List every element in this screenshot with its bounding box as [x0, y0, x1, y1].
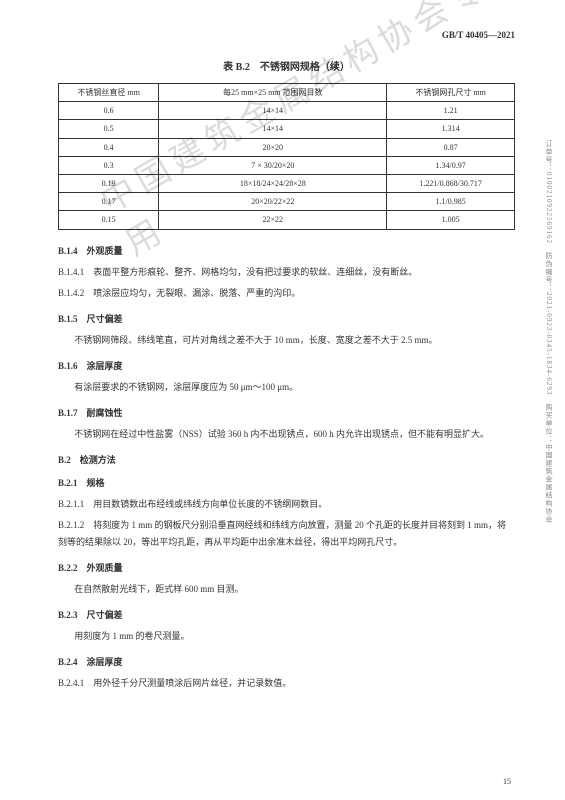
section-heading: B.2.2 外观质量: [58, 561, 515, 574]
table-cell: 14×14: [159, 102, 387, 120]
spec-table: 不锈钢丝直径 mm 每25 mm×25 mm 范围网目数 不锈钢网孔尺寸 mm …: [58, 83, 515, 230]
clause-num: B.2.1.1: [58, 499, 84, 509]
section-heading: B.1.5 尺寸偏差: [58, 312, 515, 325]
paragraph: 用刻度为 1 mm 的卷尺测量。: [58, 628, 515, 645]
standard-code: GB/T 40405—2021: [58, 30, 515, 40]
table-cell: 0.5: [59, 120, 159, 138]
table-cell: 20×20: [159, 138, 387, 156]
clause-text: 喷涂层应均匀，无裂眼、漏涂、脱落、严重的沟印。: [93, 288, 300, 298]
section-heading: B.1.6 涂层厚度: [58, 359, 515, 372]
table-cell: 1.221/0.868/30.717: [387, 174, 515, 192]
side-order-info: 订单号：0100210922569162 防伪编号：2021-0923-0345…: [542, 140, 555, 523]
paragraph: 有涂层要求的不锈钢网，涂层厚度应为 50 μm～100 μm。: [58, 379, 515, 396]
paragraph: B.1.4.2 喷涂层应均匀，无裂眼、漏涂、脱落、严重的沟印。: [58, 285, 515, 302]
clause-num: B.1.4.1: [58, 267, 84, 277]
clause-text: 将刻度为 1 mm 的钢板尺分别沿垂直网经线和纬线方向放置，测量 20 个孔距的…: [58, 520, 506, 547]
section-heading: B.2 检测方法: [58, 453, 515, 466]
table-title: 表 B.2 不锈钢网规格（续）: [58, 58, 515, 73]
section-heading: B.2.4 涂层厚度: [58, 655, 515, 668]
table-cell: 0.15: [59, 211, 159, 229]
table-cell: 0.87: [387, 138, 515, 156]
clause-num: B.2.1.2: [58, 520, 84, 530]
table-header: 每25 mm×25 mm 范围网目数: [159, 84, 387, 102]
section-heading: B.1.7 耐腐蚀性: [58, 406, 515, 419]
paragraph: B.1.4.1 表面平整方形痕轮、整齐、网格均匀，没有把过要求的软丝、连细丝，没…: [58, 264, 515, 281]
paragraph: B.2.1.2 将刻度为 1 mm 的钢板尺分别沿垂直网经线和纬线方向放置，测量…: [58, 517, 515, 551]
table-cell: 22×22: [159, 211, 387, 229]
clause-text: 用外径千分尺测量喷涂后网片丝径，并记录数值。: [93, 678, 291, 688]
clause-num: B.1.4.2: [58, 288, 84, 298]
clause-num: B.2.4.1: [58, 678, 84, 688]
page-number: 15: [503, 777, 511, 786]
section-heading: B.2.1 规格: [58, 476, 515, 489]
paragraph: 不锈钢网筛段、纬线笔直，可片对角线之差不大于 10 mm，长度、宽度之差不大于 …: [58, 332, 515, 349]
section-heading: B.1.4 外观质量: [58, 244, 515, 257]
table-cell: 1.005: [387, 211, 515, 229]
paragraph: 不锈钢网在经过中性盐雾（NSS）试验 360 h 内不出现锈点，600 h 内允…: [58, 426, 515, 443]
table-cell: 18×18/24×24/28×28: [159, 174, 387, 192]
table-header: 不锈钢网孔尺寸 mm: [387, 84, 515, 102]
table-cell: 0.4: [59, 138, 159, 156]
table-cell: 0.3: [59, 156, 159, 174]
paragraph: B.2.1.1 用目数镜数出布经线或纬线方向单位长度的不锈纲网数目。: [58, 496, 515, 513]
table-cell: 14×14: [159, 120, 387, 138]
table-cell: 0.19: [59, 174, 159, 192]
table-cell: 1.21: [387, 102, 515, 120]
table-cell: 1.34/0.97: [387, 156, 515, 174]
table-cell: 20×20/22×22: [159, 193, 387, 211]
clause-text: 表面平整方形痕轮、整齐、网格均匀，没有把过要求的软丝、连细丝，没有断丝。: [93, 267, 417, 277]
table-cell: 1.314: [387, 120, 515, 138]
paragraph: 在自然散射光线下，距式样 600 mm 目测。: [58, 581, 515, 598]
paragraph: B.2.4.1 用外径千分尺测量喷涂后网片丝径，并记录数值。: [58, 675, 515, 692]
table-cell: 1.1/0.985: [387, 193, 515, 211]
section-heading: B.2.3 尺寸偏差: [58, 608, 515, 621]
table-cell: 0.17: [59, 193, 159, 211]
table-cell: 7 × 30/20×20: [159, 156, 387, 174]
table-cell: 0.6: [59, 102, 159, 120]
table-header: 不锈钢丝直径 mm: [59, 84, 159, 102]
clause-text: 用目数镜数出布经线或纬线方向单位长度的不锈纲网数目。: [93, 499, 327, 509]
